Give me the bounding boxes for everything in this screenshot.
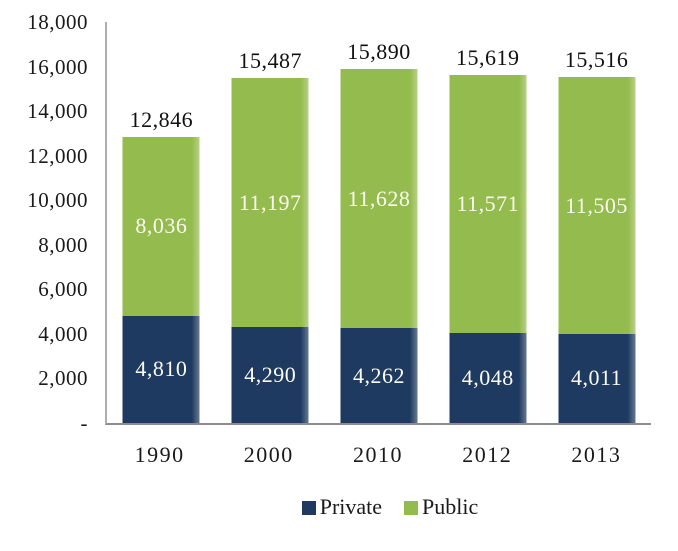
total-label: 15,619 xyxy=(456,45,520,71)
legend: Private Public xyxy=(117,494,663,520)
bar-value-label: 8,036 xyxy=(135,213,188,239)
x-tick-label: 2013 xyxy=(571,442,622,467)
y-tick-label: 8,000 xyxy=(38,232,88,257)
bar-value-label: 11,628 xyxy=(347,185,411,211)
bar-segment-private: 4,290 xyxy=(231,327,309,423)
y-tick-label: 10,000 xyxy=(27,188,88,213)
bar-value-label: 11,571 xyxy=(456,190,520,216)
total-label: 15,516 xyxy=(564,47,629,73)
y-tick-label: 4,000 xyxy=(38,321,88,346)
bars: 12,846 8,036 4,810 15,487 11,197 4,290 15,890 1… xyxy=(107,22,651,423)
bar-stack: 8,036 4,810 xyxy=(122,136,200,423)
y-tick-label: - xyxy=(80,411,88,435)
bar-value-label: 4,290 xyxy=(244,362,297,388)
y-tick-label: 14,000 xyxy=(27,99,88,124)
bar-segment-public: 11,197 xyxy=(231,78,309,328)
legend-item-private: Private xyxy=(301,494,383,520)
total-label: 12,846 xyxy=(129,106,194,132)
bar-value-label: 4,048 xyxy=(461,364,514,390)
bar-segment-private: 4,011 xyxy=(558,333,636,423)
plot-area: 12,846 8,036 4,810 15,487 11,197 4,290 15,890 1… xyxy=(105,22,651,425)
legend-label: Private xyxy=(319,494,383,519)
y-tick-label: 18,000 xyxy=(27,10,88,34)
bar-segment-private: 4,262 xyxy=(340,328,418,423)
bar-segment-public: 11,628 xyxy=(340,69,418,329)
x-axis-labels: 1990 2000 2010 2012 2013 xyxy=(105,427,651,468)
y-tick-label: 2,000 xyxy=(38,366,88,391)
bar-segment-public: 11,571 xyxy=(449,75,527,333)
bar-stack: 11,197 4,290 xyxy=(231,78,309,423)
bar-column: 12,846 8,036 4,810 xyxy=(107,22,216,423)
legend-label: Public xyxy=(422,494,479,519)
bar-column: 15,516 11,505 4,011 xyxy=(542,22,651,423)
bar-segment-private: 4,048 xyxy=(449,332,527,423)
bar-value-label: 11,505 xyxy=(565,192,628,218)
bar-segment-public: 11,505 xyxy=(558,77,636,334)
legend-item-public: Public xyxy=(404,494,478,520)
bar-segment-public: 8,036 xyxy=(122,136,200,316)
y-tick-label: 16,000 xyxy=(27,54,88,79)
x-tick-label: 2000 xyxy=(243,442,294,467)
bar-value-label: 4,011 xyxy=(570,365,623,391)
y-tick-label: 6,000 xyxy=(38,277,88,302)
bar-value-label: 4,810 xyxy=(135,356,188,382)
y-axis: 18,000 16,000 14,000 12,000 10,000 8,000 6,000… xyxy=(0,10,88,435)
bar-value-label: 4,262 xyxy=(352,362,405,388)
total-label: 15,487 xyxy=(238,47,302,73)
bar-value-label: 11,197 xyxy=(238,189,302,215)
bar-stack: 11,628 4,262 xyxy=(340,69,418,423)
total-label: 15,890 xyxy=(347,39,411,65)
bar-column: 15,487 11,197 4,290 xyxy=(216,22,325,423)
x-tick-label: 1990 xyxy=(134,442,185,467)
legend-swatch-private xyxy=(301,501,316,515)
bar-segment-private: 4,810 xyxy=(122,315,200,423)
y-tick-label: 12,000 xyxy=(27,143,88,168)
bar-stack: 11,505 4,011 xyxy=(558,77,636,423)
bar-column: 15,619 11,571 4,048 xyxy=(433,22,542,423)
bar-stack: 11,571 4,048 xyxy=(449,75,527,423)
x-tick-label: 2010 xyxy=(353,442,403,467)
legend-swatch-public xyxy=(404,501,419,515)
x-tick-label: 2012 xyxy=(462,442,513,467)
bar-column: 15,890 11,628 4,262 xyxy=(325,22,434,423)
